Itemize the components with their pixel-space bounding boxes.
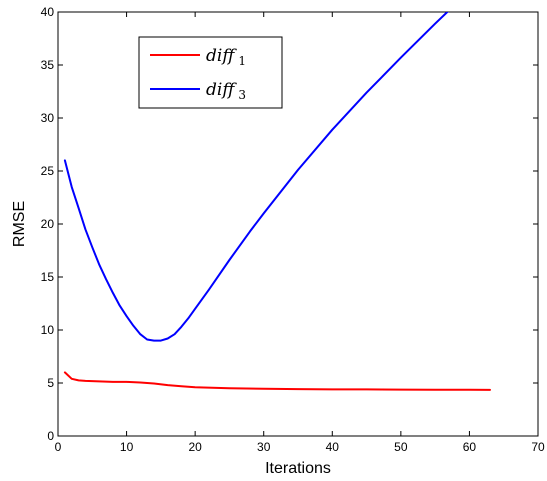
y-tick-label: 30 <box>41 111 55 125</box>
y-tick-label: 40 <box>41 5 55 19</box>
y-axis-label: RMSE <box>11 201 28 247</box>
x-tick-label: 30 <box>257 440 271 454</box>
legend-box <box>138 36 283 109</box>
x-tick-label: 0 <box>55 440 62 454</box>
x-tick-label: 10 <box>120 440 134 454</box>
y-tick-label: 15 <box>41 270 55 284</box>
series-line-diff1 <box>63 371 491 391</box>
x-tick-label: 20 <box>188 440 202 454</box>
y-tick-label: 10 <box>41 323 55 337</box>
y-tick-label: 0 <box>47 429 54 443</box>
plot-area <box>57 11 539 437</box>
series-line-diff3 <box>63 12 449 342</box>
x-tick-label: 70 <box>531 440 545 454</box>
y-tick-label: 25 <box>41 164 55 178</box>
axis-ticks: 0 10 20 30 40 50 60 70 0 5 10 15 20 25 30 35 40 <box>41 5 545 454</box>
x-tick-label: 60 <box>463 440 477 454</box>
y-tick-label: 20 <box>41 217 55 231</box>
series-layer <box>63 12 491 391</box>
x-tick-label: 40 <box>326 440 340 454</box>
legend-label-diff1: diff 1 <box>206 46 246 68</box>
y-tick-label: 35 <box>41 58 55 72</box>
legend: diff 1 diff 3 <box>138 36 283 109</box>
legend-label-diff3: diff 3 <box>206 80 246 102</box>
x-axis-label: Iterations <box>265 460 331 477</box>
x-tick-label: 50 <box>394 440 408 454</box>
y-tick-label: 5 <box>47 376 54 390</box>
